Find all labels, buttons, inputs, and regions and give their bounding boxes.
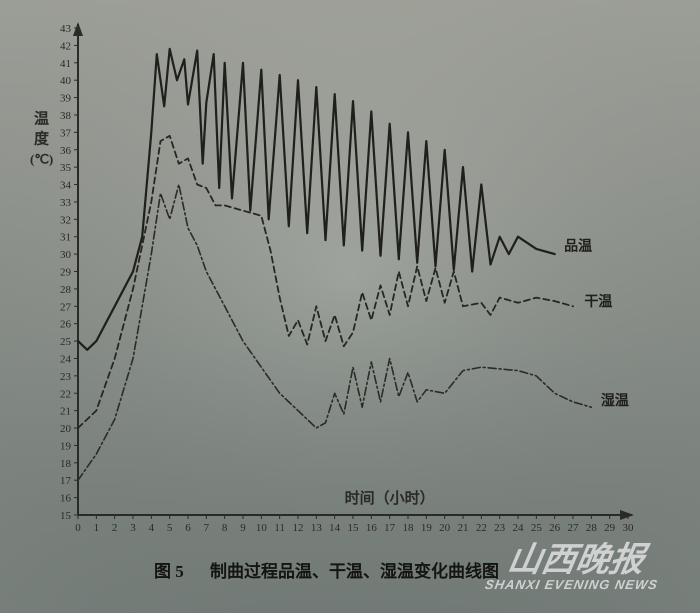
svg-text:制曲过程品温、干温、湿温变化曲线图: 制曲过程品温、干温、湿温变化曲线图 xyxy=(210,561,499,581)
x-tick-label: 15 xyxy=(348,522,360,534)
y-tick-label: 40 xyxy=(60,75,72,87)
y-tick-label: 28 xyxy=(60,284,72,296)
x-tick-label: 7 xyxy=(204,522,210,534)
x-tick-label: 10 xyxy=(256,522,268,534)
x-tick-label: 19 xyxy=(421,522,433,534)
x-axis-title: 时间（小时） xyxy=(345,489,435,507)
y-tick-label: 31 xyxy=(60,232,71,244)
x-tick-label: 17 xyxy=(384,522,396,534)
x-tick-label: 5 xyxy=(167,522,173,534)
y-tick-label: 19 xyxy=(60,440,72,452)
x-tick-label: 22 xyxy=(476,522,487,534)
x-tick-label: 9 xyxy=(240,522,246,534)
x-tick-label: 30 xyxy=(623,522,635,534)
x-tick-label: 11 xyxy=(274,522,285,534)
y-tick-label: 38 xyxy=(60,110,72,122)
y-tick-label: 20 xyxy=(60,423,72,435)
y-tick-label: 27 xyxy=(60,301,72,313)
y-tick-label: 37 xyxy=(60,127,72,139)
y-tick-label: 39 xyxy=(60,93,72,105)
y-tick-label: 30 xyxy=(60,249,72,261)
y-tick-label: 16 xyxy=(60,493,72,505)
x-tick-label: 14 xyxy=(329,522,341,534)
y-tick-label: 21 xyxy=(60,406,71,418)
x-tick-label: 27 xyxy=(568,522,580,534)
svg-text:山西晚报: 山西晚报 xyxy=(505,541,652,579)
x-tick-label: 1 xyxy=(94,522,100,534)
legend-label-pinwen: 品温 xyxy=(564,238,592,254)
watermark: 山西晚报SHANXI EVENING NEWS xyxy=(484,541,666,592)
x-tick-label: 8 xyxy=(222,522,228,534)
y-tick-label: 42 xyxy=(60,40,71,52)
svg-text:度: 度 xyxy=(34,130,50,148)
y-tick-label: 18 xyxy=(60,458,72,470)
y-tick-label: 22 xyxy=(60,388,71,400)
y-tick-label: 24 xyxy=(60,353,72,365)
x-tick-label: 16 xyxy=(366,522,378,534)
y-tick-label: 15 xyxy=(60,510,72,522)
svg-text:温: 温 xyxy=(34,111,49,128)
y-tick-label: 43 xyxy=(60,23,72,35)
x-tick-label: 18 xyxy=(403,522,415,534)
y-tick-label: 23 xyxy=(60,371,72,383)
y-tick-label: 17 xyxy=(60,475,72,487)
legend-label-ganwen: 干温 xyxy=(584,294,612,310)
y-tick-label: 26 xyxy=(60,319,72,331)
x-tick-label: 13 xyxy=(311,522,323,534)
x-tick-label: 23 xyxy=(494,522,506,534)
y-tick-label: 32 xyxy=(60,214,71,226)
x-tick-label: 24 xyxy=(513,522,525,534)
y-tick-label: 36 xyxy=(60,145,72,157)
y-tick-label: 33 xyxy=(60,197,72,209)
y-tick-label: 25 xyxy=(60,336,72,348)
x-tick-label: 4 xyxy=(149,522,155,534)
x-tick-label: 21 xyxy=(458,522,469,534)
chart-svg: 1516171819202122232425262728293031323334… xyxy=(0,0,700,613)
legend-label-shiwen: 湿温 xyxy=(601,393,629,409)
x-tick-label: 20 xyxy=(439,522,451,534)
x-tick-label: 2 xyxy=(112,522,118,534)
x-tick-label: 6 xyxy=(185,522,191,534)
chart-root: 1516171819202122232425262728293031323334… xyxy=(0,0,700,613)
svg-text:(℃): (℃) xyxy=(30,152,53,167)
y-tick-label: 29 xyxy=(60,267,72,279)
y-tick-label: 35 xyxy=(60,162,72,174)
x-tick-label: 3 xyxy=(130,522,136,534)
svg-text:图 5: 图 5 xyxy=(154,562,184,581)
svg-text:SHANXI EVENING NEWS: SHANXI EVENING NEWS xyxy=(484,577,659,592)
x-tick-label: 0 xyxy=(75,522,81,534)
y-tick-label: 41 xyxy=(60,58,71,70)
x-tick-label: 29 xyxy=(604,522,616,534)
x-tick-label: 12 xyxy=(293,522,304,534)
x-tick-label: 25 xyxy=(531,522,543,534)
x-tick-label: 26 xyxy=(549,522,561,534)
x-tick-label: 28 xyxy=(586,522,598,534)
y-tick-label: 34 xyxy=(60,180,72,192)
